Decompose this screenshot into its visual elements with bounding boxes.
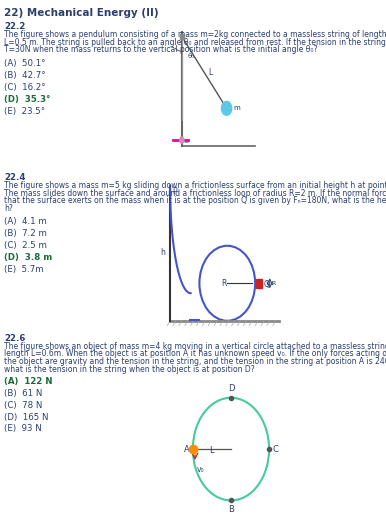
- Text: The figure shows an object of mass m=4 kg moving in a vertical circle attached t: The figure shows an object of mass m=4 k…: [4, 341, 386, 351]
- Text: h: h: [160, 248, 165, 257]
- Text: that the surface exerts on the mass when it is at the position Q is given by Fₙ=: that the surface exerts on the mass when…: [4, 196, 386, 205]
- Circle shape: [222, 101, 232, 115]
- Text: θ₀: θ₀: [184, 139, 190, 144]
- Text: length L=0.6m. When the object is at position A it has unknown speed v₀. If the : length L=0.6m. When the object is at pos…: [4, 349, 386, 358]
- Circle shape: [179, 137, 184, 143]
- Text: the object are gravity and the tension in the string, and the tension in the str: the object are gravity and the tension i…: [4, 357, 386, 366]
- Text: T=30N when the mass returns to the vertical position what is the initial angle θ: T=30N when the mass returns to the verti…: [4, 45, 318, 55]
- Text: L: L: [208, 68, 212, 77]
- Text: (D)  165 N: (D) 165 N: [4, 413, 49, 422]
- Text: 22) Mechanical Energy (II): 22) Mechanical Energy (II): [4, 8, 159, 18]
- Text: D: D: [228, 384, 234, 393]
- Text: B: B: [228, 505, 234, 514]
- Text: The figure shows a mass m=5 kg sliding down a frictionless surface from an initi: The figure shows a mass m=5 kg sliding d…: [4, 181, 386, 190]
- Text: R: R: [222, 279, 227, 288]
- Text: (A)  122 N: (A) 122 N: [4, 377, 53, 386]
- Text: what is the tension in the string when the object is at position D?: what is the tension in the string when t…: [4, 365, 255, 374]
- Text: (D)  35.3°: (D) 35.3°: [4, 95, 51, 104]
- Text: (A)  4.1 m: (A) 4.1 m: [4, 217, 47, 226]
- Text: (C)  16.2°: (C) 16.2°: [4, 83, 46, 92]
- Text: 22.2: 22.2: [4, 22, 26, 31]
- Text: R: R: [271, 281, 276, 286]
- Text: (C)  2.5 m: (C) 2.5 m: [4, 241, 47, 250]
- Text: L=0.5 m. The string is pulled back to an angle θ₀ and released from rest. If the: L=0.5 m. The string is pulled back to an…: [4, 38, 386, 46]
- Text: (E)  93 N: (E) 93 N: [4, 424, 42, 434]
- Text: L: L: [210, 446, 214, 455]
- Text: Q: Q: [263, 280, 269, 289]
- Bar: [179, 33, 184, 40]
- Text: C: C: [272, 444, 278, 454]
- Text: (C)  78 N: (C) 78 N: [4, 401, 43, 410]
- Text: 22.6: 22.6: [4, 334, 26, 342]
- Text: (B)  7.2 m: (B) 7.2 m: [4, 229, 47, 238]
- Text: θ₀: θ₀: [188, 53, 195, 59]
- Text: A: A: [184, 444, 190, 454]
- Text: (B)  42.7°: (B) 42.7°: [4, 71, 46, 80]
- Text: (D)  3.8 m: (D) 3.8 m: [4, 253, 52, 262]
- Text: h?: h?: [4, 204, 13, 213]
- Bar: [256, 279, 262, 288]
- Text: (E)  5.7m: (E) 5.7m: [4, 265, 44, 273]
- Text: (E)  23.5°: (E) 23.5°: [4, 107, 46, 115]
- Text: 22.4: 22.4: [4, 173, 26, 182]
- Text: v₀: v₀: [196, 465, 204, 474]
- Text: (B)  61 N: (B) 61 N: [4, 389, 43, 398]
- Text: The figure shows a pendulum consisting of a mass m=2kg connected to a massless s: The figure shows a pendulum consisting o…: [4, 29, 386, 39]
- Text: m: m: [233, 106, 240, 111]
- Text: P: P: [172, 186, 177, 196]
- Text: The mass slides down the surface and around a frictionless loop of radius R=2 m.: The mass slides down the surface and aro…: [4, 188, 386, 198]
- Text: (A)  50.1°: (A) 50.1°: [4, 59, 46, 68]
